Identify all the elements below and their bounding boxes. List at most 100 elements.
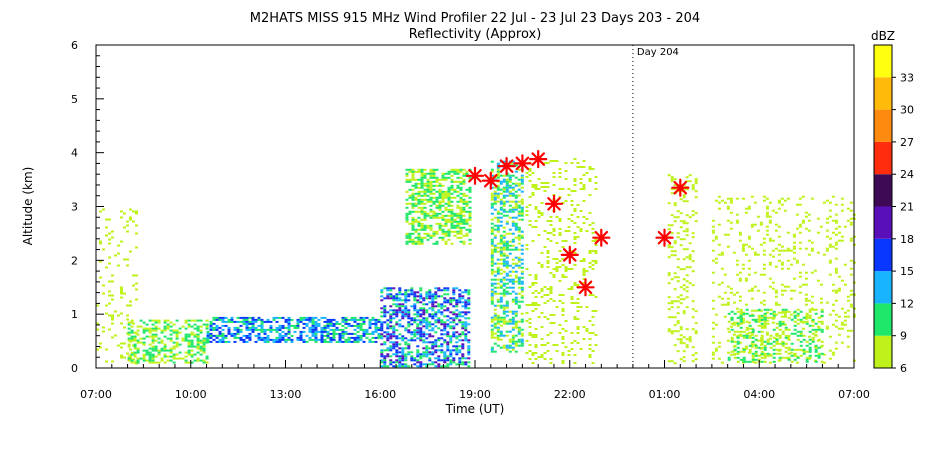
echo-cell — [160, 347, 164, 350]
echo-cell — [763, 356, 767, 359]
echo-cell — [555, 266, 559, 268]
echo-cell — [528, 332, 532, 334]
echo-cell — [520, 230, 524, 233]
echo-cell — [676, 276, 680, 279]
echo-cell — [757, 324, 761, 327]
echo-cell — [534, 290, 538, 292]
echo-cell — [502, 178, 506, 181]
echo-cell — [714, 199, 718, 202]
echo-cell — [414, 184, 418, 187]
echo-cell — [446, 349, 450, 352]
echo-cell — [763, 312, 767, 315]
echo-cell — [528, 170, 532, 172]
echo-cell — [805, 312, 809, 315]
echo-cell — [419, 289, 423, 292]
echo-cell — [828, 335, 832, 338]
echo-cell — [386, 353, 390, 356]
echo-cell — [775, 334, 779, 337]
echo-cell — [444, 240, 448, 243]
echo-cell — [810, 247, 814, 250]
echo-cell — [420, 178, 424, 181]
echo-cell — [416, 353, 420, 356]
echo-cell — [452, 311, 456, 314]
echo-cell — [682, 248, 686, 251]
echo-cell — [423, 232, 427, 235]
echo-cell — [673, 204, 677, 207]
echo-cell — [843, 315, 847, 318]
echo-cell — [266, 320, 270, 323]
echo-cell — [392, 341, 396, 344]
echo-cell — [720, 251, 724, 254]
echo-cell — [511, 192, 515, 195]
echo-cell — [508, 286, 512, 289]
echo-cell — [555, 262, 559, 264]
asterisk-marker — [655, 228, 674, 247]
echo-cell — [735, 197, 739, 200]
echo-cell — [320, 340, 324, 343]
echo-cell — [784, 350, 788, 353]
echo-cell — [802, 348, 806, 351]
echo-cell — [157, 351, 161, 354]
echo-cell — [459, 220, 463, 223]
echo-cell — [820, 352, 824, 355]
echo-cell — [126, 314, 129, 317]
echo-cell — [108, 280, 111, 283]
echo-cell — [356, 338, 360, 341]
echo-cell — [741, 311, 745, 314]
echo-cell — [573, 236, 577, 238]
echo-cell — [398, 289, 402, 292]
echo-cell — [741, 249, 745, 252]
echo-cell — [490, 318, 494, 321]
echo-cell — [834, 291, 838, 294]
echo-cell — [795, 213, 799, 216]
echo-cell — [742, 312, 746, 315]
echo-cell — [178, 327, 182, 330]
echo-cell — [774, 337, 778, 340]
echo-cell — [525, 244, 529, 246]
echo-cell — [96, 328, 99, 331]
echo-cell — [455, 353, 459, 356]
echo-cell — [763, 352, 767, 355]
echo-cell — [434, 339, 438, 342]
echo-cell — [184, 337, 188, 340]
echo-cell — [777, 225, 781, 228]
echo-cell — [444, 208, 448, 211]
echo-cell — [420, 184, 424, 187]
echo-cell — [120, 292, 123, 295]
echo-cell — [493, 236, 497, 239]
echo-cell — [272, 318, 276, 321]
echo-cell — [432, 230, 436, 233]
echo-cell — [405, 178, 409, 181]
echo-cell — [714, 237, 718, 240]
echo-cell — [452, 317, 456, 320]
echo-cell — [543, 246, 547, 248]
echo-cell — [305, 334, 309, 337]
echo-cell — [828, 273, 832, 276]
echo-cell — [514, 206, 518, 209]
echo-cell — [682, 342, 686, 345]
echo-cell — [420, 222, 424, 225]
echo-cell — [145, 329, 149, 332]
echo-cell — [558, 260, 562, 262]
echo-cell — [458, 311, 462, 314]
echo-cell — [528, 274, 532, 276]
echo-cell — [266, 318, 270, 321]
echo-cell — [685, 256, 689, 259]
echo-cell — [184, 319, 188, 322]
echo-cell — [499, 316, 503, 319]
echo-cell — [667, 256, 671, 259]
echo-cell — [741, 243, 745, 246]
echo-cell — [490, 192, 494, 195]
echo-cell — [783, 315, 787, 318]
echo-cell — [386, 323, 390, 326]
echo-cell — [142, 321, 146, 324]
echo-cell — [166, 355, 170, 358]
echo-cell — [245, 318, 249, 321]
echo-cell — [420, 198, 424, 201]
echo-cell — [410, 359, 414, 362]
echo-cell — [511, 160, 515, 163]
echo-cell — [772, 356, 776, 359]
echo-cell — [750, 343, 754, 346]
echo-cell — [831, 303, 835, 306]
echo-cell — [796, 318, 800, 321]
